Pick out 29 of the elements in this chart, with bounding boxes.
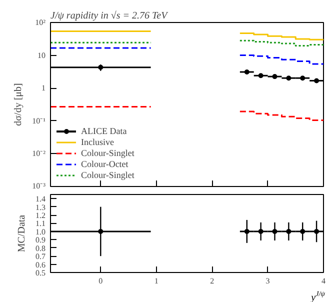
y-tick-label: 10 [38, 50, 46, 60]
y-tick-label: 1.4 [36, 194, 46, 204]
y-tick-label: 10⁻² [32, 149, 46, 158]
y-tick-label: 10⁻¹ [32, 116, 46, 126]
y-tick-label: 0.9 [36, 236, 46, 245]
x-tick-label: 1 [154, 276, 158, 286]
chart-title: J/ψ rapidity in √s = 2.76 TeV [50, 10, 170, 22]
legend-label: Colour-Octet [81, 159, 128, 169]
x-tick-label: 4 [322, 276, 326, 286]
legend-label: ALICE Data [81, 126, 127, 136]
y-tick-label: 0.7 [36, 252, 46, 262]
y-tick-label: 1.2 [36, 211, 46, 220]
x-tick-label: 2 [210, 276, 214, 286]
y-tick-label: 10⁻³ [32, 182, 46, 190]
x-tick-label: 3 [266, 276, 270, 286]
legend-label: Colour-Singlet [81, 170, 134, 180]
y-tick-label: 10² [35, 18, 46, 27]
y-tick-label: 0.5 [36, 268, 46, 278]
y-axis-title: MC/Data [16, 214, 28, 252]
y-tick-label: 1.1 [36, 219, 46, 228]
x-tick-label: 0 [98, 276, 103, 286]
y-tick-label: 0.6 [36, 260, 46, 270]
legend-label: Inclusive [81, 137, 114, 147]
y-tick-label: 1 [42, 84, 46, 93]
y-tick-label: 0.8 [36, 244, 46, 253]
y-tick-label: 1.0 [36, 227, 46, 236]
legend-label: Colour-Singlet [81, 148, 134, 158]
y-axis-title: dσ/dy [μb] [13, 83, 24, 126]
y-tick-label: 1.3 [36, 202, 46, 212]
